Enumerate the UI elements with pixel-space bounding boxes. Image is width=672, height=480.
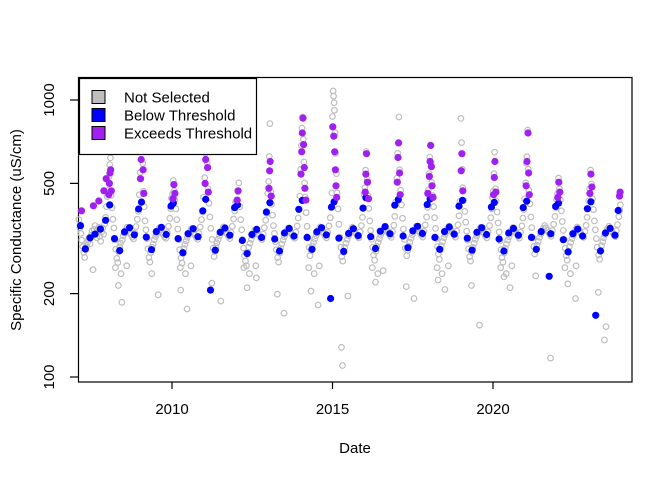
x-tick-label: 2020	[476, 401, 509, 418]
x-tick-label: 2010	[155, 401, 188, 418]
legend-swatch-not-selected	[91, 90, 106, 104]
y-tick-label: 500	[41, 171, 58, 196]
x-tick-label: 2015	[316, 401, 349, 418]
legend-swatch-exceeds-threshold	[91, 126, 106, 140]
legend-swatch-below-threshold	[91, 108, 106, 122]
legend-label-below-threshold: Below Threshold	[124, 108, 235, 125]
data-points	[75, 87, 624, 369]
x-axis: 2010 2015 2020	[155, 382, 510, 418]
y-tick-label: 200	[41, 281, 58, 306]
legend-label-exceeds-threshold: Exceeds Threshold	[124, 126, 252, 143]
y-axis-title: Specific Conductance (uS/cm)	[8, 129, 25, 331]
legend-box	[78, 77, 258, 156]
y-axis: 100 200 500 1000	[41, 83, 78, 390]
y-tick-label: 100	[41, 364, 58, 389]
legend-label-not-selected: Not Selected	[124, 90, 210, 107]
plot-border	[77, 76, 633, 383]
x-axis-title: Date	[339, 440, 371, 457]
y-tick-label: 1000	[41, 83, 58, 116]
legend: Not Selected Below Threshold Exceeds Thr…	[78, 77, 258, 156]
